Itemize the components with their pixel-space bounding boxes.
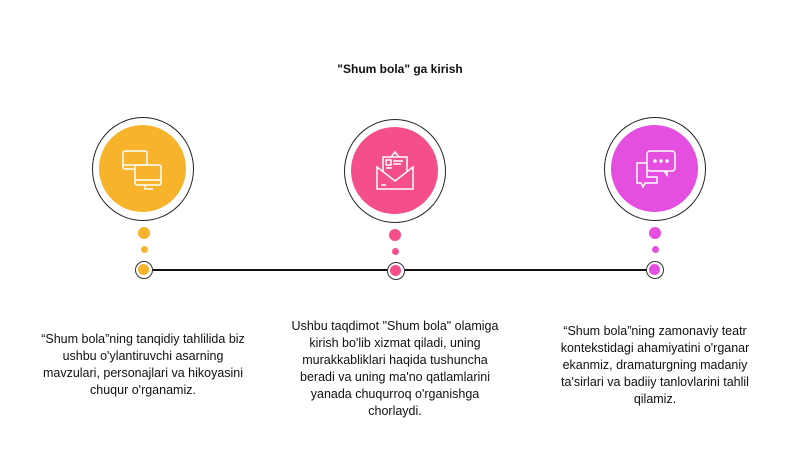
page-title: "Shum bola" ga kirish <box>337 62 463 76</box>
envelope-icon <box>351 127 438 214</box>
connector-dot <box>138 227 150 239</box>
connector-dot <box>392 248 399 255</box>
connector-dot <box>649 227 661 239</box>
timeline-node-2 <box>387 262 405 280</box>
timeline-node-3 <box>646 261 664 279</box>
monitors-icon <box>99 125 186 212</box>
step-1-description: “Shum bola”ning tanqidiy tahlilida biz u… <box>41 332 245 397</box>
step-2-description: Ushbu taqdimot "Shum bola" olamiga kiris… <box>291 319 499 418</box>
step-3-description: “Shum bola”ning zamonaviy teatr kontekst… <box>560 324 750 406</box>
chat-bubbles-icon <box>611 125 698 212</box>
connector-dot <box>652 246 659 253</box>
timeline-node-1 <box>135 261 153 279</box>
connector-dot <box>141 246 148 253</box>
step-2-circle <box>344 119 446 223</box>
step-1-circle <box>92 117 194 221</box>
connector-dot <box>389 229 401 241</box>
step-3-circle <box>604 117 706 221</box>
